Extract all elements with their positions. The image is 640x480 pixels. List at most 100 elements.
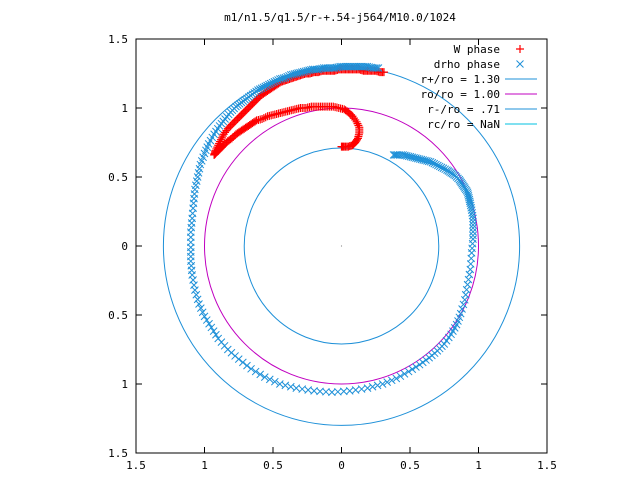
drho-phase-point (263, 81, 271, 90)
drho-phase-point (462, 285, 471, 294)
w-phase-point (353, 119, 362, 128)
drho-phase-point (404, 367, 413, 376)
drho-phase-point (415, 360, 424, 369)
drho-phase-point (327, 64, 335, 72)
drho-phase-point (196, 304, 205, 312)
drho-phase-point (205, 319, 213, 328)
drho-phase-point (270, 377, 279, 386)
legend-label: rc/ro = NaN (427, 118, 500, 131)
drho-phase-point (189, 276, 197, 284)
drho-phase-point (191, 286, 199, 295)
drho-phase-point (389, 151, 398, 159)
x-tick-label: 0 (338, 459, 345, 472)
x-tick-label: 0.5 (400, 459, 420, 472)
drho-phase-point (363, 62, 372, 71)
drho-phase-point (465, 270, 474, 279)
drho-phase-point (256, 370, 265, 379)
drho-phase-point (354, 62, 363, 71)
drho-phase-point (257, 84, 266, 93)
w-phase-point (216, 137, 225, 146)
drho-phase-point (399, 151, 408, 159)
drho-phase-point (383, 378, 392, 387)
y-tick-label: 0.5 (108, 171, 128, 184)
drho-phase-point (469, 231, 477, 240)
drho-phase-point (368, 382, 377, 391)
drho-phase-point (360, 62, 368, 71)
x-tick-label: 1.5 (537, 459, 557, 472)
drho-phase-point (418, 358, 427, 367)
drho-phase-point (358, 62, 366, 71)
drho-phase-point (202, 316, 211, 324)
y-tick-label: 1 (121, 102, 128, 115)
drho-phase-point (328, 64, 337, 72)
drho-phase-point (270, 77, 279, 86)
drho-phase-point (373, 381, 382, 390)
drho-phase-point (268, 78, 277, 87)
drho-phase-point (374, 64, 383, 72)
y-tick-label: 0 (121, 240, 128, 253)
drho-phase-point (259, 83, 268, 92)
drho-phase-point (469, 227, 477, 236)
drho-phase-point (275, 75, 284, 83)
drho-phase-point (442, 336, 451, 345)
drho-phase-point (437, 163, 446, 172)
drho-phase-point (286, 71, 295, 79)
w-phase-point (258, 115, 267, 124)
w-phase-point (354, 121, 363, 130)
drho-phase-point (443, 166, 451, 174)
drho-phase-point (343, 62, 352, 71)
drho-phase-point (467, 203, 476, 212)
drho-phase-point (260, 373, 269, 381)
drho-phase-point (209, 327, 218, 335)
legend-label: r-/ro = .71 (427, 103, 500, 116)
drho-phase-point (350, 62, 359, 71)
legend-label: drho phase (434, 58, 500, 71)
drho-phase-point (356, 62, 365, 71)
drho-phase-point (188, 271, 197, 279)
drho-phase-point (207, 323, 216, 332)
drho-phase-point (391, 151, 399, 159)
drho-phase-point (341, 62, 350, 71)
drho-phase-point (322, 387, 330, 396)
drho-phase-point (190, 281, 198, 289)
axis-ticks: 1.5 1 0.5 0 0.5 1 1.51.510.500.511.5 (108, 33, 557, 472)
drho-phase-point (464, 275, 473, 284)
drho-phase-point (469, 224, 477, 232)
drho-phase-point (469, 220, 477, 229)
drho-phase-point (469, 217, 477, 226)
drho-phase-point (363, 384, 372, 392)
drho-phase-point (463, 280, 472, 289)
drho-phase-point (339, 387, 348, 396)
legend-marker-cross (516, 60, 524, 68)
drho-phase-point (212, 330, 220, 339)
legend-label: r+/ro = 1.30 (421, 73, 500, 86)
drho-phase-point (440, 340, 449, 348)
drho-phase-point (422, 356, 430, 364)
drho-phase-point (333, 387, 342, 396)
drho-phase-point (316, 387, 324, 396)
drho-phase-point (408, 365, 417, 374)
drho-phase-point (265, 375, 274, 384)
w-phase-point (337, 142, 346, 151)
drho-phase-point (274, 76, 282, 84)
drho-phase-point (441, 165, 450, 174)
drho-phase-point (400, 370, 409, 378)
drho-phase-point (432, 160, 440, 169)
y-tick-label: 1.5 (108, 447, 128, 460)
legend-label: W phase (454, 43, 500, 56)
drho-phase-point (243, 361, 251, 370)
drho-phase-point (430, 159, 439, 168)
drho-phase-point (461, 290, 470, 299)
drho-phase-point (435, 162, 444, 171)
w-phase-point (218, 132, 227, 141)
drho-phase-point (266, 79, 275, 88)
drho-phase-point (328, 388, 336, 397)
drho-phase-point (387, 376, 396, 385)
chart-title: m1/n1.5/q1.5/r-+.54-j564/M10.0/1024 (224, 11, 456, 24)
drho-phase-point (392, 374, 401, 383)
drho-phase-point (349, 62, 357, 71)
y-tick-label: 0.5 (108, 309, 128, 322)
w-phase-point (216, 135, 225, 144)
legend-marker-plus (516, 45, 524, 53)
drho-phase-point (361, 62, 370, 71)
